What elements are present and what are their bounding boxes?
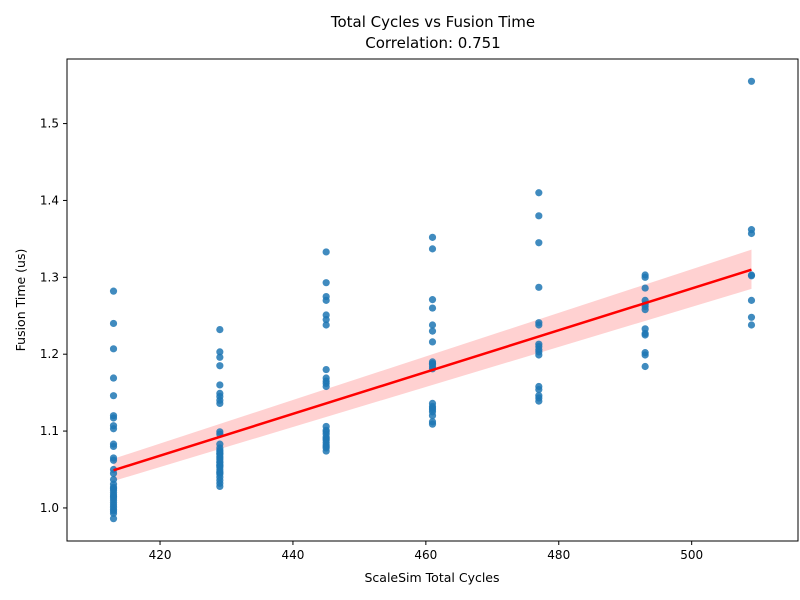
y-tick-label: 1.1 [40, 424, 59, 438]
data-point [109, 392, 118, 400]
data-point [428, 412, 437, 420]
data-point [322, 365, 330, 374]
data-point [428, 296, 437, 304]
x-tick-label: 500 [680, 548, 703, 562]
data-point [322, 248, 330, 256]
data-point [109, 469, 118, 477]
x-tick-label: 420 [149, 548, 172, 562]
y-tick-label: 1.2 [40, 347, 59, 361]
data-point [535, 239, 543, 247]
data-point [428, 338, 437, 346]
data-point [747, 296, 756, 304]
data-point [322, 279, 330, 287]
data-point [535, 212, 543, 220]
chart-subtitle: Correlation: 0.751 [365, 34, 500, 52]
data-point [216, 468, 224, 476]
data-point [109, 515, 118, 523]
data-point [216, 450, 224, 458]
data-point [747, 321, 756, 329]
data-point [109, 414, 118, 422]
x-tick-label: 480 [547, 548, 570, 562]
data-point [747, 272, 756, 280]
data-point [109, 492, 118, 501]
x-tick-label: 440 [281, 548, 304, 562]
y-axis-label: Fusion Time (us) [13, 249, 28, 352]
data-point [322, 296, 330, 304]
data-point [109, 287, 118, 295]
data-point [535, 385, 543, 394]
data-point [322, 321, 330, 329]
data-point [109, 456, 118, 464]
data-point [216, 348, 224, 356]
data-point [216, 381, 224, 389]
data-point [428, 321, 437, 329]
data-point [641, 273, 649, 281]
x-tick-label: 460 [414, 548, 437, 562]
regression-line [113, 268, 752, 472]
y-tick-label: 1.0 [40, 501, 59, 515]
data-point [109, 374, 118, 382]
y-tick-label: 1.5 [40, 117, 59, 131]
data-point [535, 321, 543, 329]
data-point [428, 233, 437, 241]
data-point [535, 397, 543, 405]
data-point [747, 77, 756, 85]
chart-title: Total Cycles vs Fusion Time [330, 13, 535, 31]
data-point [216, 482, 224, 491]
data-point [428, 245, 437, 253]
data-point [109, 425, 118, 433]
data-point [535, 351, 543, 359]
data-point [428, 359, 437, 368]
data-point [428, 404, 437, 412]
data-point [109, 509, 118, 517]
plot-frame [66, 58, 799, 542]
data-point [216, 462, 224, 470]
data-point [322, 316, 330, 324]
data-point [428, 420, 437, 428]
data-point [641, 351, 649, 359]
data-point [109, 319, 118, 328]
data-point [641, 331, 649, 339]
data-point [109, 485, 118, 493]
data-point [216, 399, 224, 407]
plot-area [109, 77, 756, 523]
data-point [641, 362, 649, 371]
data-point [535, 283, 543, 291]
data-point [747, 229, 756, 238]
y-tick-label: 1.3 [40, 270, 59, 284]
data-point [428, 304, 437, 312]
data-point [216, 362, 224, 370]
x-axis: 420 440 460 480 500 [149, 541, 703, 562]
data-point [322, 435, 330, 443]
data-point [747, 313, 756, 321]
data-point [109, 345, 118, 353]
data-point [641, 284, 649, 292]
y-axis: 1.0 1.1 1.2 1.3 1.4 1.5 [40, 117, 67, 515]
data-point [216, 325, 224, 334]
data-point [535, 189, 543, 197]
data-point [216, 353, 224, 361]
data-point [428, 327, 437, 335]
x-axis-label: ScaleSim Total Cycles [364, 570, 499, 585]
data-point [322, 442, 330, 451]
data-point [109, 442, 118, 451]
data-point [322, 382, 330, 391]
data-point [322, 428, 330, 436]
y-tick-label: 1.4 [40, 193, 59, 207]
